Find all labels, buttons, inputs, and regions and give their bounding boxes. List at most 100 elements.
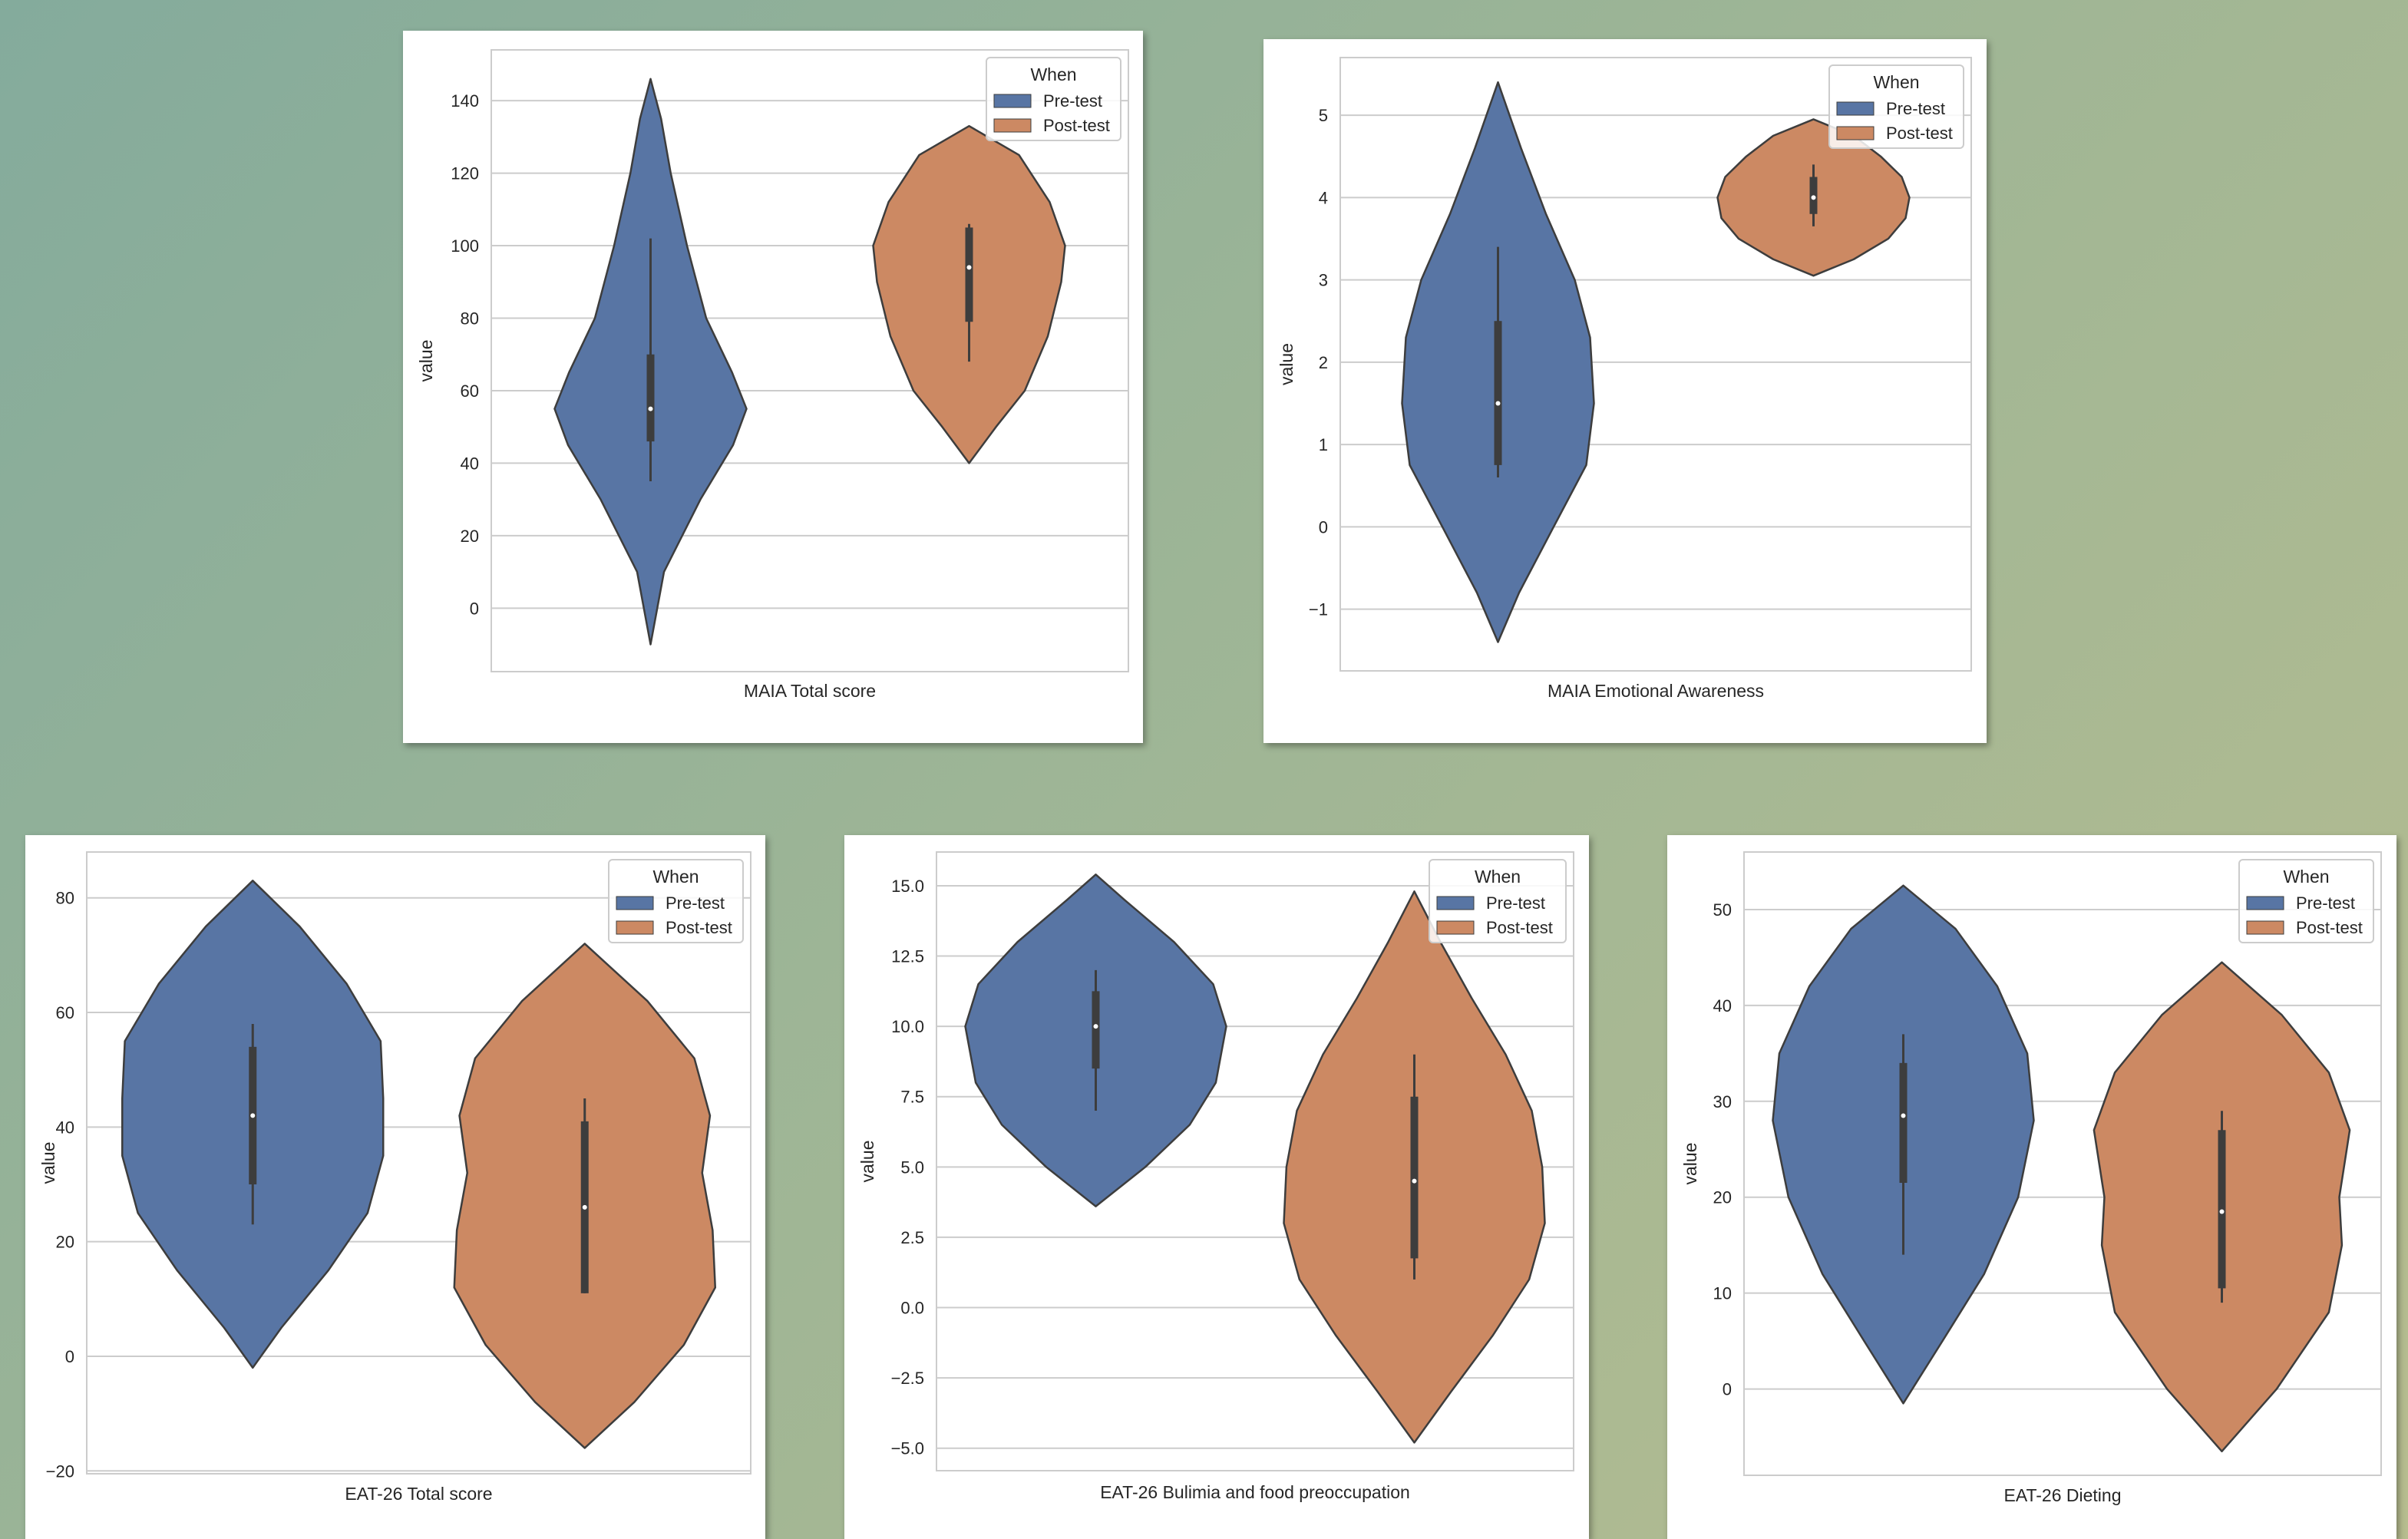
y-tick-label: 60 <box>461 381 479 401</box>
legend-swatch-post-test <box>616 920 654 935</box>
legend-title: When <box>2283 867 2329 887</box>
y-tick-label: −1 <box>1309 600 1328 619</box>
legend-label-pre-test: Pre-test <box>1043 91 1102 111</box>
y-tick-label: 30 <box>1713 1092 1732 1111</box>
chart-panel-eat26-total: −20 0 20 40 60 80 EAT-26 Total score value When P… <box>25 835 765 1539</box>
y-tick-label: 15.0 <box>891 877 924 896</box>
chart-panel-eat26-dieting: 0 10 20 30 40 50 EAT-26 Dieting value When Pre-te… <box>1667 835 2396 1539</box>
x-axis-label: EAT-26 Total score <box>345 1484 492 1504</box>
y-axis-label: value <box>38 1142 58 1184</box>
y-tick-label: 120 <box>451 164 479 183</box>
y-tick-label: 50 <box>1713 900 1732 920</box>
legend-label-post-test: Post-test <box>1043 116 1110 135</box>
y-tick-label: 60 <box>56 1003 74 1022</box>
y-tick-label: −2.5 <box>891 1369 924 1388</box>
chart-panel-eat26-bulimia: −5.0 −2.5 0.0 2.5 5.0 7.5 10.0 12.5 15.0 EAT-26 B… <box>844 835 1589 1539</box>
y-tick-label: 40 <box>56 1118 74 1137</box>
plot-area-frame <box>936 851 1574 1471</box>
y-tick-label: 20 <box>461 527 479 546</box>
median-point-pre-test <box>1093 1024 1098 1029</box>
y-tick-label: 140 <box>451 91 479 111</box>
legend-label-post-test: Post-test <box>1886 124 1953 143</box>
y-tick-label: 12.5 <box>891 947 924 966</box>
y-tick-label: 3 <box>1319 271 1328 290</box>
median-point-post-test <box>582 1204 587 1210</box>
x-axis-label: EAT-26 Bulimia and food preoccupation <box>1100 1482 1410 1502</box>
y-tick-label: 10 <box>1713 1284 1732 1303</box>
legend-title: When <box>1030 64 1076 84</box>
y-tick-label: 20 <box>1713 1188 1732 1207</box>
y-tick-label: 20 <box>56 1233 74 1252</box>
legend-title: When <box>1475 867 1521 887</box>
x-axis-label: MAIA Emotional Awareness <box>1548 681 1764 701</box>
legend-swatch-pre-test <box>616 896 654 910</box>
plot-area-frame <box>86 851 751 1475</box>
y-tick-label: 5 <box>1319 106 1328 125</box>
iqr-box-pre-test <box>1494 321 1502 465</box>
legend-swatch-pre-test <box>1836 101 1875 116</box>
legend-swatch-post-test <box>1836 126 1875 140</box>
y-tick-label: 1 <box>1319 435 1328 454</box>
iqr-box-post-test <box>965 227 973 322</box>
y-tick-label: −20 <box>46 1461 74 1481</box>
y-axis-label: value <box>416 340 436 382</box>
y-tick-label: 0 <box>470 599 479 618</box>
legend-title: When <box>1873 72 1919 92</box>
y-tick-label: −5.0 <box>891 1439 924 1458</box>
y-tick-label: 40 <box>461 454 479 473</box>
y-tick-label: 0 <box>1723 1380 1732 1399</box>
legend-label-pre-test: Pre-test <box>1486 893 1545 913</box>
iqr-box-post-test <box>2218 1130 2226 1289</box>
legend-swatch-post-test <box>993 118 1032 133</box>
chart-panel-maia-total: 0 20 40 60 80 100 120 140 MAIA Total score value W… <box>403 31 1143 743</box>
y-tick-label: 80 <box>461 309 479 329</box>
legend-swatch-post-test <box>2246 920 2284 935</box>
y-axis-label: value <box>1277 343 1296 385</box>
legend-label-post-test: Post-test <box>666 918 732 937</box>
y-tick-label: 40 <box>1713 996 1732 1016</box>
legend-title: When <box>652 867 699 887</box>
y-tick-label: 100 <box>451 236 479 256</box>
y-tick-label: 0 <box>1319 517 1328 537</box>
y-axis-label: value <box>857 1141 877 1183</box>
violin-chart-maia-total: 0 20 40 60 80 100 120 140 MAIA Total score value W… <box>416 49 1129 701</box>
y-axis-label: value <box>1680 1143 1700 1185</box>
chart-panel-maia-emotional-awareness: −1 0 1 2 3 4 5 MAIA Emotional Awareness value Whe… <box>1263 39 1987 743</box>
y-tick-label: 0 <box>65 1347 74 1366</box>
y-tick-label: 4 <box>1319 188 1328 207</box>
median-point-post-test <box>1412 1178 1417 1184</box>
x-axis-label: MAIA Total score <box>744 681 876 701</box>
legend-swatch-post-test <box>1436 920 1475 935</box>
legend-label-pre-test: Pre-test <box>1886 99 1945 118</box>
y-tick-label: 5.0 <box>900 1158 924 1177</box>
median-point-post-test <box>1811 195 1816 200</box>
median-point-post-test <box>966 265 972 270</box>
y-tick-label: 0.0 <box>900 1299 924 1318</box>
median-point-pre-test <box>1495 401 1501 406</box>
iqr-box-pre-test <box>646 354 655 442</box>
legend-swatch-pre-test <box>993 94 1032 108</box>
median-point-pre-test <box>250 1113 256 1118</box>
plot-area-frame <box>491 49 1129 672</box>
y-tick-label: 7.5 <box>900 1088 924 1107</box>
legend-label-post-test: Post-test <box>1486 918 1553 937</box>
plot-area-frame <box>1339 57 1972 672</box>
x-axis-label: EAT-26 Dieting <box>2004 1485 2122 1505</box>
y-tick-label: 2.5 <box>900 1228 924 1247</box>
iqr-box-pre-test <box>1899 1062 1908 1183</box>
y-tick-label: 2 <box>1319 353 1328 372</box>
median-point-pre-test <box>648 406 653 411</box>
y-tick-label: 80 <box>56 889 74 908</box>
legend-swatch-pre-test <box>2246 896 2284 910</box>
y-tick-label: 10.0 <box>891 1017 924 1036</box>
legend-label-pre-test: Pre-test <box>2296 893 2355 913</box>
iqr-box-post-test <box>1410 1096 1419 1259</box>
violin-chart-eat26-total: −20 0 20 40 60 80 EAT-26 Total score value When P… <box>38 851 751 1504</box>
violin-chart-maia-emotional-awareness: −1 0 1 2 3 4 5 MAIA Emotional Awareness value Whe… <box>1277 57 1972 701</box>
plot-area-frame <box>1743 851 2382 1476</box>
legend-label-pre-test: Pre-test <box>666 893 725 913</box>
legend-label-post-test: Post-test <box>2296 918 2363 937</box>
median-point-pre-test <box>1901 1113 1906 1118</box>
violin-chart-eat26-dieting: 0 10 20 30 40 50 EAT-26 Dieting value When Pre-te… <box>1680 851 2382 1505</box>
legend-swatch-pre-test <box>1436 896 1475 910</box>
